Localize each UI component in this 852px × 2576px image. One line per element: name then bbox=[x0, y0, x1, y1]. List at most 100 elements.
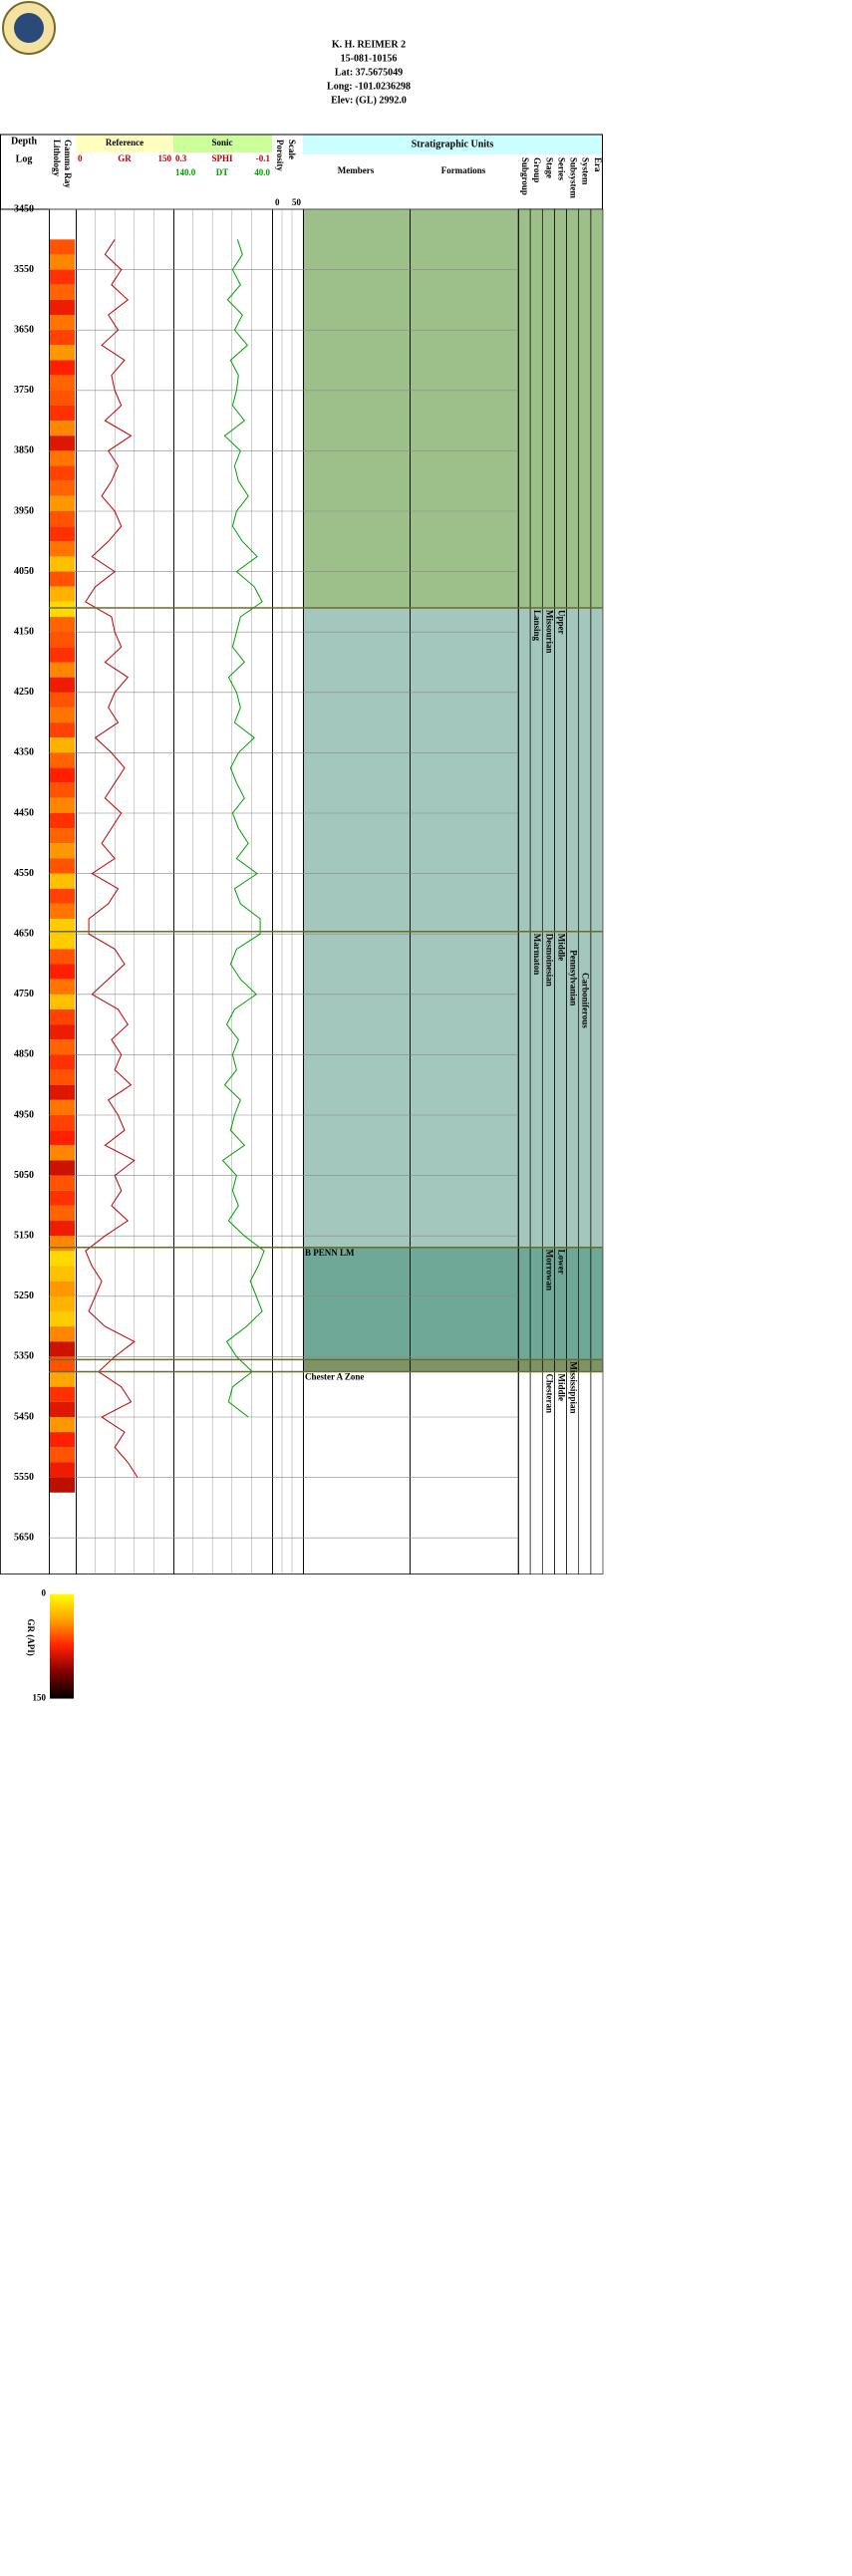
header-row bbox=[0, 134, 603, 210]
reference-title: Reference bbox=[106, 138, 143, 147]
strat-zone bbox=[303, 1247, 603, 1360]
strat-label: Middle bbox=[556, 934, 566, 962]
lithology-cell bbox=[50, 677, 75, 693]
track-frame bbox=[76, 208, 174, 1574]
lithology-cell bbox=[50, 1447, 75, 1463]
lithology-cell bbox=[50, 526, 75, 542]
depth-label: 4850 bbox=[14, 1049, 34, 1060]
dt-label: DT bbox=[216, 167, 229, 177]
rank-header: Subgroup bbox=[520, 157, 530, 195]
lithology-cell bbox=[50, 1371, 75, 1387]
lithology-cell bbox=[50, 1160, 75, 1176]
lithology-cell bbox=[50, 1221, 75, 1237]
depth-label: 4250 bbox=[14, 687, 34, 698]
lithology-cell bbox=[50, 1084, 75, 1100]
strat-label: Carboniferous bbox=[581, 973, 591, 1028]
lithology-cell bbox=[50, 994, 75, 1009]
porosity-header: Porosity bbox=[275, 140, 285, 171]
long: Long: -101.0236298 bbox=[327, 81, 411, 92]
gr-label: GR bbox=[118, 153, 132, 163]
strat-label: Mississippian bbox=[569, 1361, 579, 1413]
strat-label: Missourian bbox=[544, 610, 554, 654]
lithology-cell bbox=[50, 632, 75, 648]
lithology-cell bbox=[50, 1039, 75, 1055]
depth-label: 3950 bbox=[14, 505, 34, 516]
track-frame bbox=[0, 208, 50, 1574]
lithology-cell bbox=[50, 1401, 75, 1417]
depth-header: Depth bbox=[11, 136, 38, 146]
gr-max: 150 bbox=[158, 153, 172, 163]
lithology-cell bbox=[50, 1130, 75, 1146]
log-header: Log bbox=[16, 153, 33, 164]
scale-header: Scale bbox=[287, 140, 297, 159]
well-title: K. H. REIMER 2 bbox=[332, 39, 406, 50]
strat-title: Stratigraphic Units bbox=[412, 139, 494, 149]
lithology-cell bbox=[50, 707, 75, 723]
lithology-cell bbox=[50, 239, 75, 255]
legend-max: 150 bbox=[33, 1693, 47, 1703]
lithology-cell bbox=[50, 1477, 75, 1493]
depth-label: 3450 bbox=[14, 203, 34, 214]
formations-header: Formations bbox=[441, 165, 486, 175]
lithology-cell bbox=[50, 737, 75, 753]
lithology-cell bbox=[50, 919, 75, 935]
lithology-cell bbox=[50, 858, 75, 874]
lithology-cell bbox=[50, 1069, 75, 1085]
lithology-cell bbox=[50, 767, 75, 783]
gamma-header: Gamma Ray bbox=[63, 140, 73, 188]
lithology-cell bbox=[50, 1115, 75, 1131]
depth-label: 4550 bbox=[14, 868, 34, 879]
dt-curve bbox=[221, 239, 265, 1418]
strat-header bbox=[303, 135, 603, 154]
gr-min: 0 bbox=[78, 153, 83, 163]
sphi-min: 0.3 bbox=[175, 153, 187, 163]
lithology-cell bbox=[50, 964, 75, 980]
lithology-cell bbox=[50, 571, 75, 587]
lithology-cell bbox=[50, 511, 75, 527]
lithology-cell bbox=[50, 813, 75, 829]
lithology-cell bbox=[50, 692, 75, 708]
strat-label: Upper bbox=[556, 610, 566, 635]
lithology-cell bbox=[50, 1281, 75, 1296]
lithology-cell bbox=[50, 299, 75, 316]
elev: Elev: (GL) 2992.0 bbox=[331, 95, 407, 106]
strat-label: Lower bbox=[556, 1250, 566, 1275]
lithology-cell bbox=[50, 647, 75, 663]
lithology-cell bbox=[50, 1341, 75, 1357]
gr-curve bbox=[85, 239, 139, 1478]
dt-min: 140.0 bbox=[175, 167, 196, 177]
lat: Lat: 37.5675049 bbox=[335, 67, 403, 78]
lithology-cell bbox=[50, 375, 75, 391]
legend-label: GR (API) bbox=[26, 1619, 36, 1656]
dt-max: 40.0 bbox=[254, 167, 270, 177]
api: 15-081-10156 bbox=[341, 53, 398, 64]
lithology-cell bbox=[50, 722, 75, 738]
lithology-cell bbox=[50, 541, 75, 557]
lithology-cell bbox=[50, 254, 75, 270]
depth-label: 5350 bbox=[14, 1351, 34, 1362]
lithology-cell bbox=[50, 1145, 75, 1161]
lithology-cell bbox=[50, 450, 75, 466]
lithology-cell bbox=[50, 873, 75, 889]
depth-label: 5250 bbox=[14, 1290, 34, 1301]
depth-label: 4750 bbox=[14, 989, 34, 1000]
lithology-cell bbox=[50, 405, 75, 422]
sphi-label: SPHI bbox=[211, 153, 233, 163]
log-body: Subgroup Group Stage Series Subsystem System E… bbox=[0, 157, 604, 1574]
lithology-cell bbox=[50, 421, 75, 436]
lithology-cell bbox=[50, 345, 75, 361]
lithology-cell bbox=[50, 782, 75, 798]
lithology-cell bbox=[50, 586, 75, 602]
strat-label: Pennsylvanian bbox=[569, 950, 579, 1005]
lithology-cell bbox=[50, 1175, 75, 1191]
lithology-cell bbox=[50, 843, 75, 859]
lithology-cell bbox=[50, 601, 75, 618]
lithology-cell bbox=[50, 480, 75, 496]
lithology-cell bbox=[50, 330, 75, 346]
lithology-cell bbox=[50, 1099, 75, 1115]
members-header: Members bbox=[338, 165, 375, 175]
lithology-cell bbox=[50, 1190, 75, 1206]
lithology-cell bbox=[50, 1236, 75, 1252]
logo-center bbox=[14, 13, 44, 43]
